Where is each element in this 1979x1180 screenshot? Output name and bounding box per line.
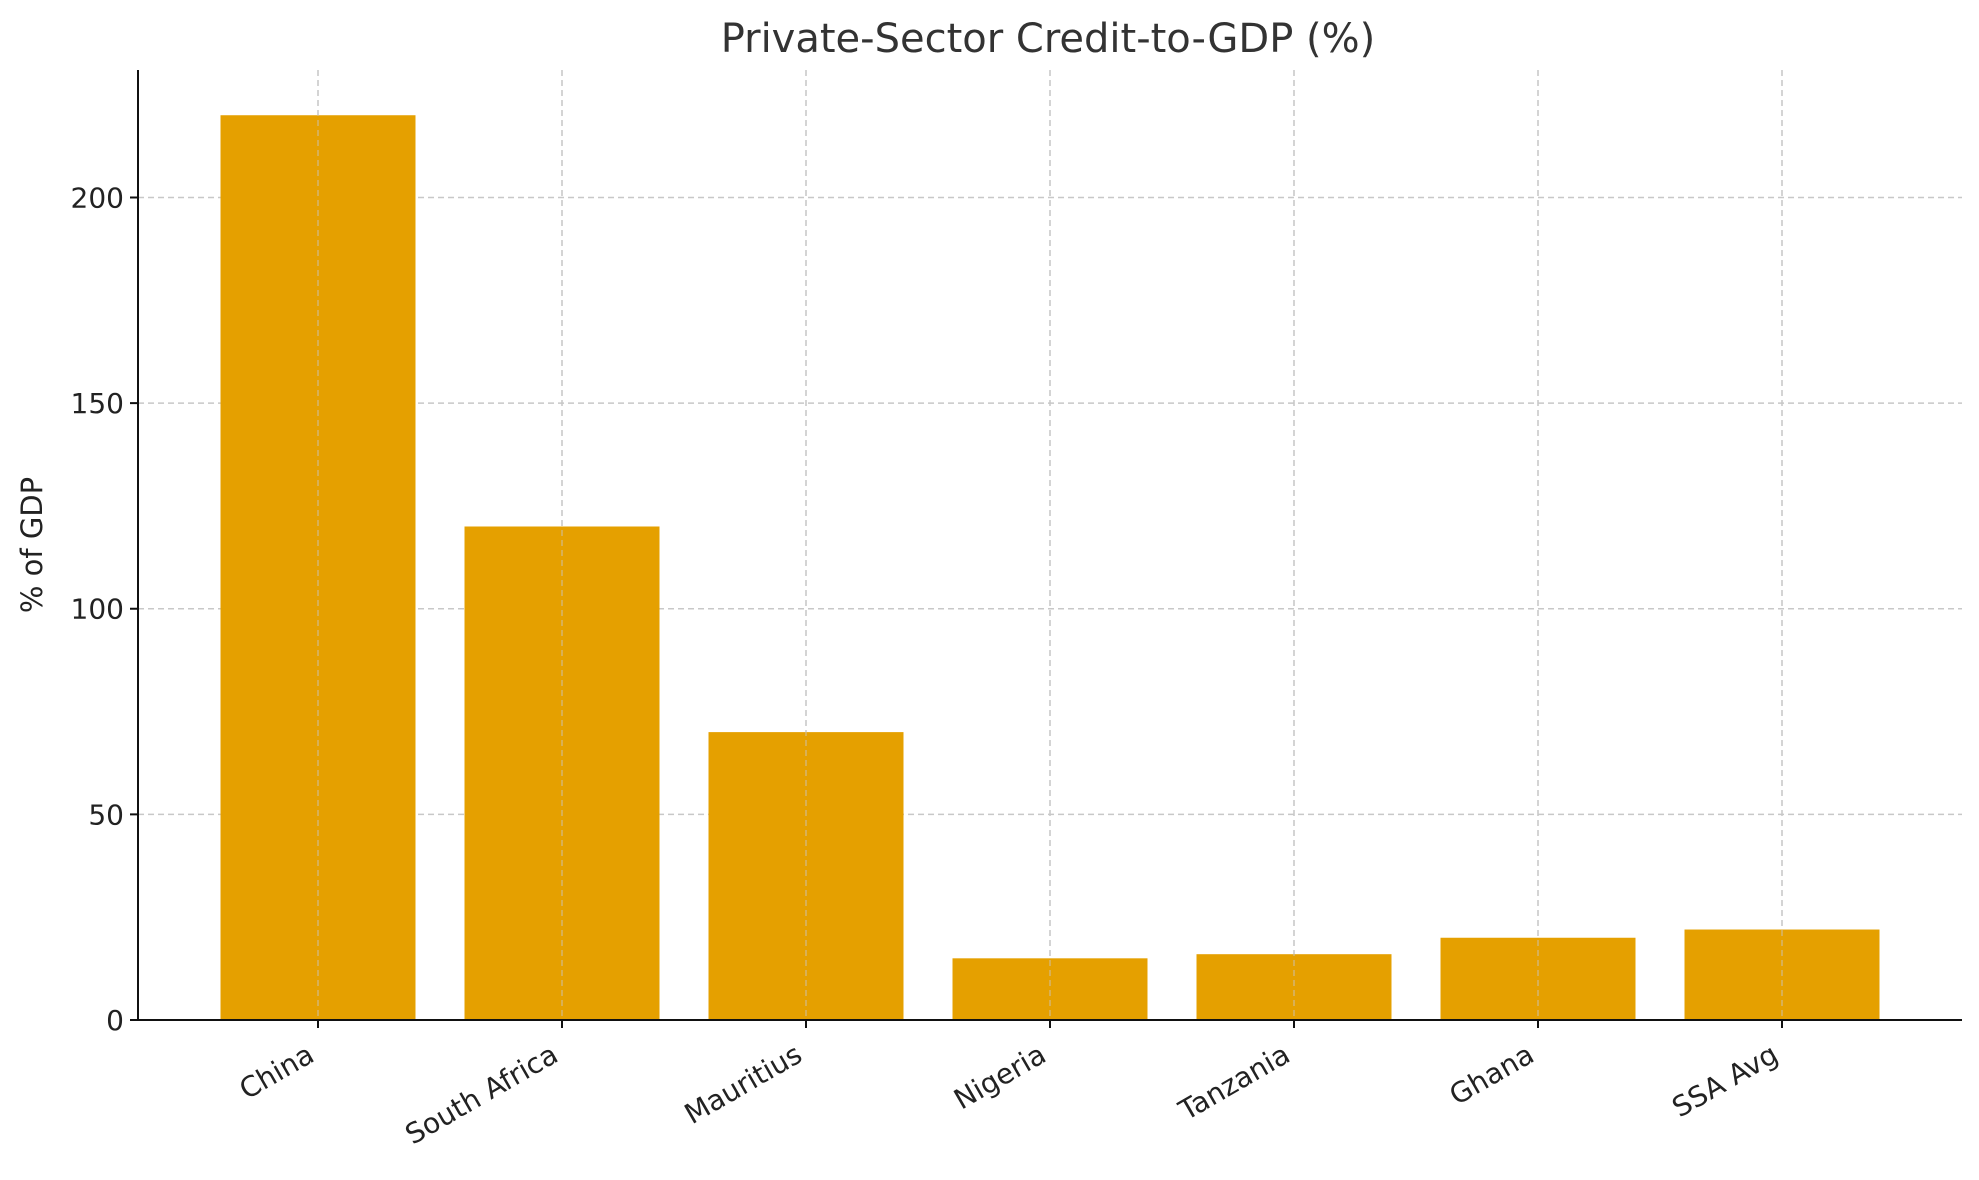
bars: [220, 70, 1880, 1020]
y-tick-label: 100: [71, 593, 124, 626]
y-tick-label: 200: [71, 181, 124, 214]
x-tick-label: Ghana: [1444, 1037, 1540, 1111]
x-tick-label: Mauritius: [679, 1037, 808, 1130]
y-tick-label: 50: [88, 798, 124, 831]
chart-title: Private-Sector Credit-to-GDP (%): [721, 16, 1376, 62]
bar-nigeria: [952, 958, 1148, 1020]
x-tick-label: South Africa: [400, 1037, 564, 1151]
x-ticks: China South Africa Mauritius Nigeria Tanzani…: [234, 1020, 1784, 1151]
bar-china: [220, 115, 416, 1020]
y-axis-label: % of GDP: [15, 477, 49, 613]
y-ticks: 0 50 100 150 200: [71, 181, 138, 1037]
y-tick-label: 0: [106, 1004, 124, 1037]
x-tick-label: Nigeria: [948, 1037, 1051, 1116]
x-tick-label: SSA Avg: [1667, 1037, 1784, 1124]
y-tick-label: 150: [71, 387, 124, 420]
x-tick-label: China: [234, 1037, 320, 1106]
x-tick-label: Tanzania: [1173, 1037, 1296, 1127]
